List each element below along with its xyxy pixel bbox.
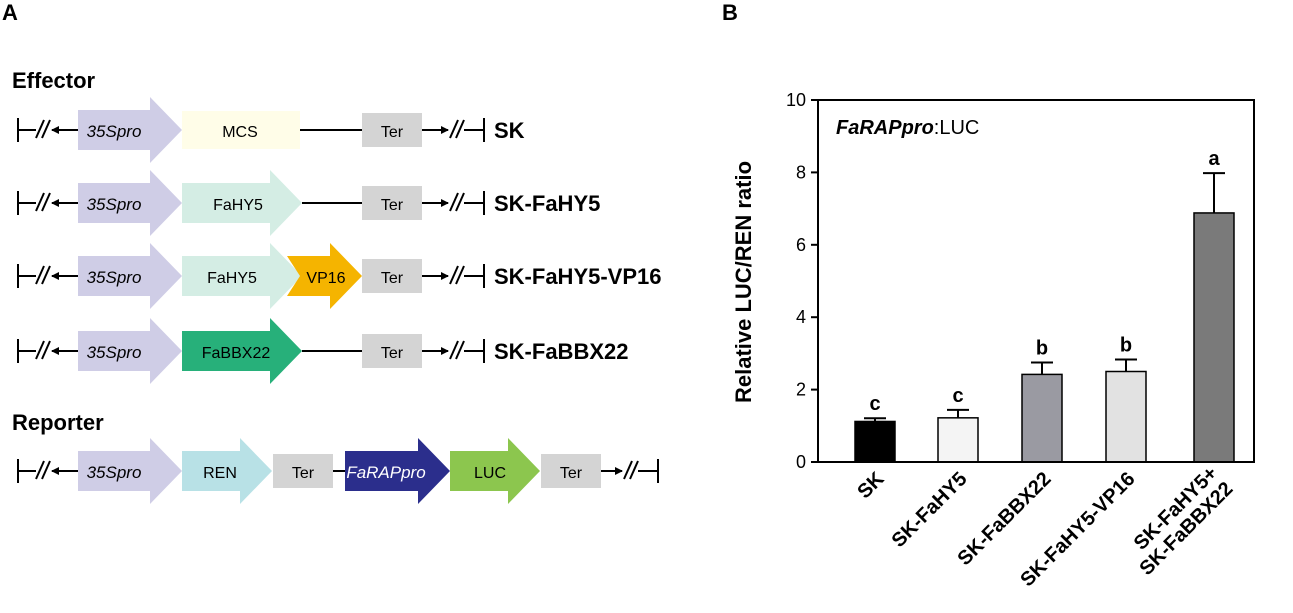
x-axis-tick-labels: SK SK-FaHY5SK-FaBBX22SK-FaHY5-VP16SK-FaHY… xyxy=(853,462,1237,591)
promoter-label: 35Spro xyxy=(87,268,142,287)
construct-name: SK xyxy=(494,118,525,143)
terminator-label: Ter xyxy=(292,465,315,482)
terminator-box xyxy=(273,454,333,488)
y-tick-label: 2 xyxy=(796,380,806,400)
bars: c c b b a xyxy=(854,148,1235,463)
promoter-label: 35Spro xyxy=(87,343,142,362)
y-tick-label: 8 xyxy=(796,162,806,182)
break-marks-right xyxy=(449,119,465,139)
ren-arrow xyxy=(182,438,272,504)
fahy5-label: FaHY5 xyxy=(213,197,263,214)
inset-label: FaRAPpro:LUC xyxy=(836,117,979,139)
terminator-box xyxy=(362,186,422,220)
y-tick-label: 0 xyxy=(796,452,806,472)
y-tick-label: 4 xyxy=(796,307,806,327)
ren-label: REN xyxy=(203,465,237,482)
fahy5-label: FaHY5 xyxy=(207,270,257,287)
bar xyxy=(1193,212,1235,463)
promoter-arrow-35s xyxy=(78,170,182,236)
significance-letter: c xyxy=(952,385,963,407)
luc-arrow xyxy=(450,438,540,504)
luc-label: LUC xyxy=(474,465,506,482)
terminator-label: Ter xyxy=(381,270,404,287)
terminator-box xyxy=(541,454,601,488)
break-marks-left xyxy=(35,460,51,480)
construct-row-sk-fahy5: 35Spro FaHY5 Ter SK-FaHY5 xyxy=(17,170,600,236)
terminator-box xyxy=(362,113,422,147)
bar xyxy=(854,420,896,463)
break-marks-right xyxy=(449,265,465,285)
promoter-label: 35Spro xyxy=(87,463,142,482)
significance-letter: b xyxy=(1120,335,1132,357)
x-tick-label: SK-FaHY5+SK-FaBBX22 xyxy=(1120,462,1238,580)
significance-letter: c xyxy=(869,393,880,415)
fahy5-arrow xyxy=(182,243,302,309)
terminator-label: Ter xyxy=(381,345,404,362)
construct-row-sk: 35Spro MCS Ter SK xyxy=(17,97,525,163)
inset-label-rest: :LUC xyxy=(934,117,980,139)
promoter-label: 35Spro xyxy=(87,195,142,214)
y-axis-label: Relative LUC/REN ratio xyxy=(731,161,756,403)
y-tick-label: 6 xyxy=(796,235,806,255)
construct-name: SK-FaBBX22 xyxy=(494,339,628,364)
break-marks-left xyxy=(35,192,51,212)
significance-letter: a xyxy=(1208,148,1220,170)
fahy5-arrow xyxy=(182,170,302,236)
break-marks-right xyxy=(623,460,639,480)
plot-frame xyxy=(817,99,1255,463)
fabbx22-arrow xyxy=(182,318,302,384)
promoter-arrow-35s xyxy=(78,97,182,163)
vp16-arrow xyxy=(287,243,362,309)
promoter-arrow-35s xyxy=(78,438,182,504)
construct-name: SK-FaHY5-VP16 xyxy=(494,264,662,289)
panel-a-label: A xyxy=(2,0,18,25)
construct-row-sk-fabbx22: 35Spro FaBBX22 Ter SK-FaBBX22 xyxy=(17,318,628,384)
y-axis-ticks: 0 2 4 6 8 10 xyxy=(786,90,818,472)
bar xyxy=(1021,373,1063,463)
bar xyxy=(1105,370,1147,463)
break-marks-left xyxy=(35,265,51,285)
construct-row-sk-fahy5-vp16: 35Spro FaHY5 VP16 Ter SK-FaHY5-VP16 xyxy=(17,243,662,309)
break-marks-left xyxy=(35,340,51,360)
mcs-box xyxy=(182,111,300,149)
terminator-label: Ter xyxy=(381,197,404,214)
vp16-label: VP16 xyxy=(306,270,345,287)
panel-b-label: B xyxy=(722,0,738,25)
promoter-arrow-35s xyxy=(78,318,182,384)
reporter-row: 35Spro REN Ter FaRAPpro LUC Ter xyxy=(17,438,659,504)
x-tick-label: SK xyxy=(853,468,889,504)
reporter-title: Reporter xyxy=(12,410,104,435)
x-tick-label: SK-FaHY5 xyxy=(888,468,972,552)
effector-title: Effector xyxy=(12,68,96,93)
significance-letter: b xyxy=(1036,337,1048,359)
promoter-arrow-35s xyxy=(78,243,182,309)
bar xyxy=(937,417,979,463)
break-marks-left xyxy=(35,119,51,139)
farappro-arrow xyxy=(345,438,450,504)
promoter-label: 35Spro xyxy=(87,122,142,141)
construct-name: SK-FaHY5 xyxy=(494,191,600,216)
inset-label-italic: FaRAPpro xyxy=(836,117,934,139)
terminator-label: Ter xyxy=(560,465,583,482)
mcs-label: MCS xyxy=(222,124,258,141)
y-tick-label: 10 xyxy=(786,90,806,110)
terminator-label: Ter xyxy=(381,124,404,141)
terminator-box xyxy=(362,334,422,368)
terminator-box xyxy=(362,259,422,293)
fabbx22-label: FaBBX22 xyxy=(202,345,271,362)
panel-a: A Effector Reporter 35Spro MCS Ter xyxy=(2,0,662,504)
farappro-label: FaRAPpro xyxy=(346,463,425,482)
break-marks-right xyxy=(449,192,465,212)
panel-b: B Relative LUC/REN ratio 0 2 4 6 8 10 c c b b a S… xyxy=(722,0,1255,591)
break-marks-right xyxy=(449,340,465,360)
